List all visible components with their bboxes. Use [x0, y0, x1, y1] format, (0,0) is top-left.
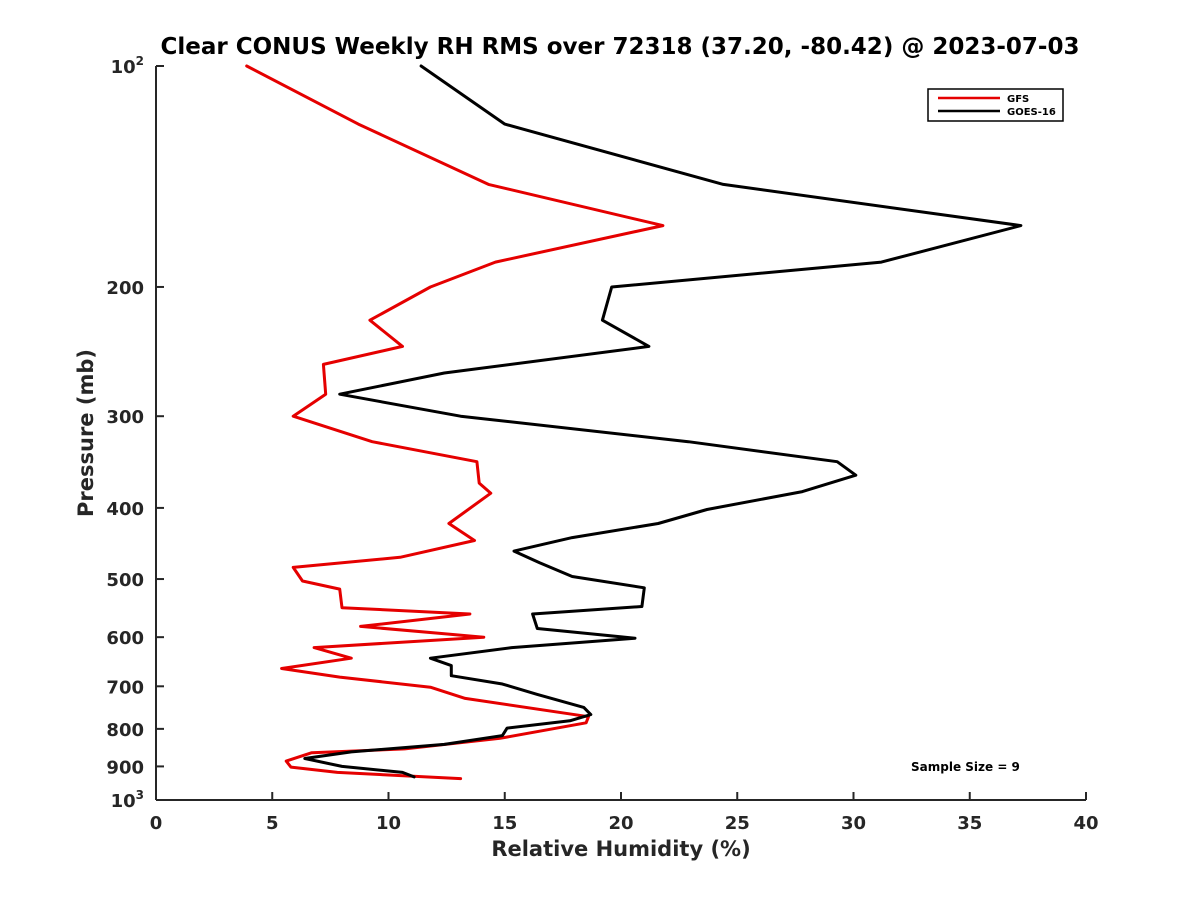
y-tick-label: 500 — [106, 570, 144, 591]
x-tick-label: 10 — [376, 813, 401, 834]
chart-title: Clear CONUS Weekly RH RMS over 72318 (37… — [161, 34, 1080, 60]
y-axis-label: Pressure (mb) — [74, 349, 98, 517]
y-tick-label: 900 — [106, 757, 144, 778]
series-line-gfs — [245, 64, 665, 781]
legend-label-goes16: GOES-16 — [1007, 107, 1056, 118]
x-axis-label: Relative Humidity (%) — [491, 837, 750, 861]
legend-box — [927, 88, 1064, 122]
y-tick-label: 300 — [106, 407, 144, 428]
x-tick-label: 25 — [725, 813, 750, 834]
x-tick-label: 30 — [841, 813, 866, 834]
y-tick-label: 400 — [106, 499, 144, 520]
x-tick-label: 20 — [608, 813, 633, 834]
legend-label-gfs: GFS — [1007, 94, 1029, 105]
sample-size-annotation: Sample Size = 9 — [911, 760, 1020, 774]
series-line-goes16 — [303, 64, 1023, 779]
y-tick-label: 700 — [106, 677, 144, 698]
series-layer — [245, 64, 1023, 781]
legend: GFS GOES-16 — [927, 88, 1064, 122]
x-tick-label: 0 — [150, 813, 163, 834]
y-tick-label: 200 — [106, 278, 144, 299]
y-tick-label: 600 — [106, 628, 144, 649]
x-tick-label: 5 — [266, 813, 279, 834]
x-ticks: 0 5 10 15 20 25 30 35 40 — [150, 792, 1099, 834]
y-ticks: 102 200 300 400 500 600 700 800 900 103 — [106, 54, 164, 812]
y-tick-label: 103 — [111, 788, 144, 812]
x-tick-label: 35 — [957, 813, 982, 834]
y-tick-label: 800 — [106, 720, 144, 741]
x-tick-label: 40 — [1073, 813, 1098, 834]
y-tick-label: 102 — [111, 54, 144, 78]
x-tick-label: 15 — [492, 813, 517, 834]
